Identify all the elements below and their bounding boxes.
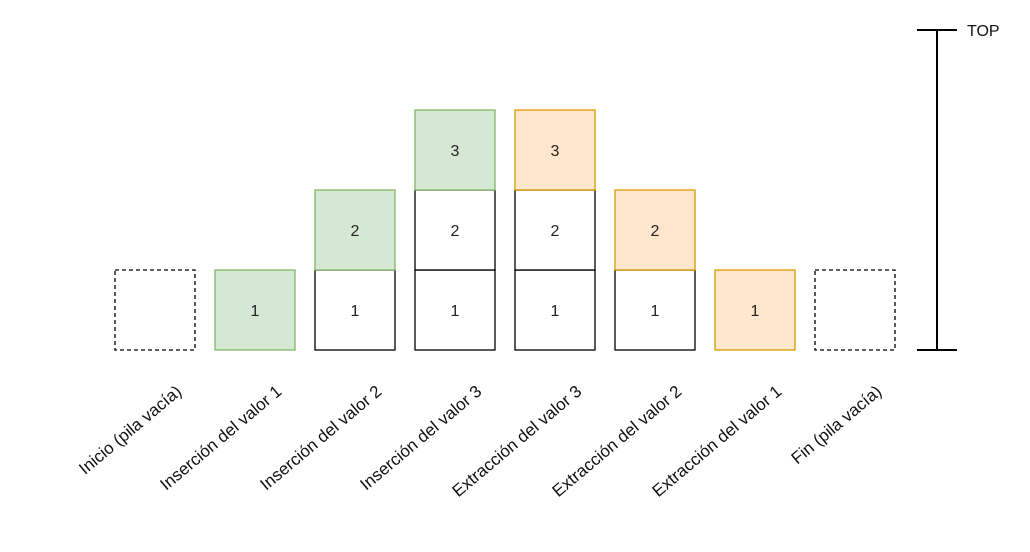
stack-column: 1 xyxy=(714,269,796,351)
top-axis: TOP xyxy=(917,23,1000,351)
stack-cell-value: 1 xyxy=(651,303,660,320)
stack-cell-value: 2 xyxy=(651,223,660,240)
popped-cell xyxy=(714,269,796,351)
popped-cell xyxy=(514,109,596,191)
top-label: TOP xyxy=(967,23,1000,40)
stack-cell-value: 3 xyxy=(551,143,560,160)
stack-cell-value: 2 xyxy=(551,223,560,240)
stack-column: 12 xyxy=(314,189,396,351)
stack-cell-value: 1 xyxy=(251,303,260,320)
stack-cell-value: 2 xyxy=(451,223,460,240)
stack-column: 1 2 3 xyxy=(414,109,496,351)
stack-cell xyxy=(514,269,596,351)
pushed-cell xyxy=(414,109,496,191)
stack-cell-value: 1 xyxy=(451,303,460,320)
stack-column xyxy=(814,269,896,351)
empty-stack-box xyxy=(814,269,896,351)
popped-cell xyxy=(614,189,696,271)
stack-cell xyxy=(414,189,496,271)
stack-column xyxy=(114,269,196,351)
stack-cell xyxy=(414,269,496,351)
stack-column: 1 xyxy=(214,269,296,351)
step-label: Inicio (pila vacía) xyxy=(75,382,185,479)
stack-column: 1 2 3 xyxy=(514,109,596,351)
empty-stack-box xyxy=(114,269,196,351)
stack-cell-value: 3 xyxy=(451,143,460,160)
pushed-cell xyxy=(214,269,296,351)
stack-cell-value: 1 xyxy=(551,303,560,320)
pushed-cell xyxy=(314,189,396,271)
stack-cell-value: 1 xyxy=(351,303,360,320)
stack-cell-value: 1 xyxy=(751,303,760,320)
stack-cell xyxy=(314,269,396,351)
step-label: Fin (pila vacía) xyxy=(788,382,886,468)
stack-cell xyxy=(514,189,596,271)
step-labels: Inicio (pila vacía)Inserción del valor 1… xyxy=(75,382,885,501)
stack-cell xyxy=(614,269,696,351)
stack-column: 12 xyxy=(614,189,696,351)
stack-cell-value: 2 xyxy=(351,223,360,240)
